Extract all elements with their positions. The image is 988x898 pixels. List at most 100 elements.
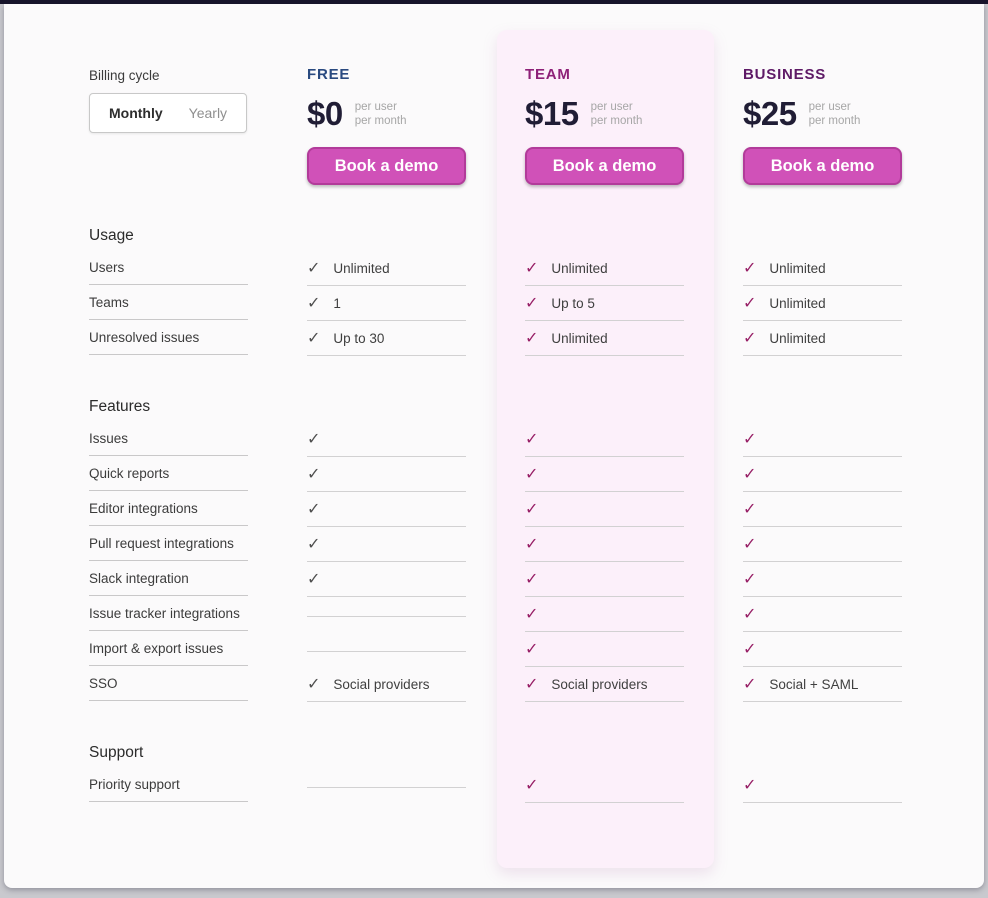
plan-cell: ✓ Unlimited xyxy=(307,251,466,286)
billing-cycle-label: Billing cycle xyxy=(89,68,160,83)
plan-cell-text: Unlimited xyxy=(333,260,390,276)
plan-cell: ✓ xyxy=(525,457,684,492)
plan-cell: ✓ xyxy=(743,597,902,632)
plan-cell: ✓ xyxy=(525,597,684,632)
check-icon: ✓ xyxy=(743,499,757,518)
plan-cell-text: Unlimited xyxy=(551,260,608,276)
check-icon: ✓ xyxy=(307,258,321,277)
plan-cell: ✓ Unlimited xyxy=(743,286,902,321)
check-icon: ✓ xyxy=(743,293,757,312)
plan-cell: ✓ 1 xyxy=(307,286,466,321)
plan-cell-text: Up to 5 xyxy=(551,295,595,311)
check-icon: ✓ xyxy=(525,604,539,623)
row-label: SSO xyxy=(89,667,248,701)
plan-cell: ✓ xyxy=(307,492,466,527)
plan-cell: ✓ xyxy=(525,422,684,457)
plan-cell: ✓ xyxy=(525,768,684,803)
check-icon: ✓ xyxy=(307,674,321,693)
plan-cell: ✓ xyxy=(743,422,902,457)
section-title-usage: Usage xyxy=(89,227,134,244)
check-icon: ✓ xyxy=(743,464,757,483)
plan-cell-text: 1 xyxy=(333,295,341,311)
row-label: Slack integration xyxy=(89,562,248,596)
check-icon: ✓ xyxy=(525,464,539,483)
plan-price: $0 xyxy=(307,95,343,132)
check-icon: ✓ xyxy=(743,429,757,448)
plan-cell: ✓ Social providers xyxy=(307,667,466,702)
check-icon: ✓ xyxy=(743,328,757,347)
section-title-features: Features xyxy=(89,398,151,415)
plan-price: $25 xyxy=(743,95,797,132)
book-demo-button-business[interactable]: Book a demo xyxy=(743,147,902,185)
plan-cell: ✓ xyxy=(525,632,684,667)
plan-name: FREE xyxy=(307,66,351,83)
plan-cell-text: Unlimited xyxy=(769,330,826,346)
plan-price-note: per user per month xyxy=(809,100,861,129)
plan-cell: ✓ xyxy=(307,527,466,562)
check-icon: ✓ xyxy=(525,429,539,448)
check-icon: ✓ xyxy=(743,674,757,693)
check-icon: ✓ xyxy=(525,639,539,658)
check-icon: ✓ xyxy=(743,258,757,277)
row-label: Unresolved issues xyxy=(89,321,248,355)
plan-cell: ✓ xyxy=(743,457,902,492)
plan-cell-text: Unlimited xyxy=(769,295,826,311)
plan-cell: ✓ Social providers xyxy=(525,667,684,702)
book-demo-button-free[interactable]: Book a demo xyxy=(307,147,466,185)
billing-toggle[interactable]: Monthly Yearly xyxy=(89,93,248,133)
plan-cell-text: Unlimited xyxy=(769,260,826,276)
price-note-line2: per month xyxy=(808,115,861,127)
plan-cell: ✓ Social + SAML xyxy=(743,667,902,702)
check-icon: ✓ xyxy=(307,464,321,483)
plan-cell-text: Social providers xyxy=(551,676,648,692)
book-demo-button-team[interactable]: Book a demo xyxy=(525,147,684,185)
plan-cell: ✓ xyxy=(743,492,902,527)
check-icon: ✓ xyxy=(307,293,321,312)
row-label: Teams xyxy=(89,286,248,320)
plan-cell: ✓ xyxy=(525,527,684,562)
plan-cell-text: Social providers xyxy=(333,676,430,692)
plan-column-team: TEAM $15 per user per month Book a demo xyxy=(525,62,684,185)
check-icon: ✓ xyxy=(307,429,321,448)
toggle-option-yearly[interactable]: Yearly xyxy=(188,105,228,121)
plan-price-note: per user per month xyxy=(591,100,643,129)
window-top-bar xyxy=(0,0,988,4)
check-icon: ✓ xyxy=(525,499,539,518)
plan-name: BUSINESS xyxy=(743,66,827,83)
row-label: Import & export issues xyxy=(89,632,248,666)
check-icon: ✓ xyxy=(307,569,321,588)
price-note-line1: per user xyxy=(354,100,397,113)
plan-cell: ✓ Unlimited xyxy=(525,321,684,356)
plan-cell-text: Social + SAML xyxy=(769,676,859,692)
pricing-card: Billing cycle Monthly Yearly FREE $0 per… xyxy=(4,4,984,888)
plan-cell: ✓ xyxy=(525,562,684,597)
plan-cell: ✓ Up to 5 xyxy=(525,286,684,321)
check-icon: ✓ xyxy=(525,293,539,312)
check-icon: ✓ xyxy=(525,328,539,347)
price-note-line2: per month xyxy=(354,115,407,127)
plan-cell: ✓ xyxy=(307,457,466,492)
plan-cell: ✓ Unlimited xyxy=(743,251,902,286)
price-note-line1: per user xyxy=(808,100,851,113)
check-icon: ✓ xyxy=(525,534,539,553)
check-icon: ✓ xyxy=(525,775,539,794)
plan-cell: ✓ xyxy=(743,527,902,562)
plan-name: TEAM xyxy=(525,66,571,83)
row-label: Issue tracker integrations xyxy=(89,597,248,631)
check-icon: ✓ xyxy=(743,604,757,623)
check-icon: ✓ xyxy=(743,639,757,658)
row-label: Issues xyxy=(89,422,248,456)
check-icon: ✓ xyxy=(307,499,321,518)
plan-cell: ✓ Unlimited xyxy=(525,251,684,286)
check-icon: ✓ xyxy=(743,775,757,794)
plan-cell xyxy=(307,632,466,652)
price-note-line1: per user xyxy=(590,100,633,113)
plan-cell-text: Up to 30 xyxy=(333,330,385,346)
plan-cell xyxy=(307,597,466,617)
plan-cell: ✓ xyxy=(743,562,902,597)
toggle-option-monthly[interactable]: Monthly xyxy=(109,105,163,121)
plan-cell xyxy=(307,768,466,788)
check-icon: ✓ xyxy=(525,258,539,277)
plan-price: $15 xyxy=(525,95,579,132)
check-icon: ✓ xyxy=(525,569,539,588)
